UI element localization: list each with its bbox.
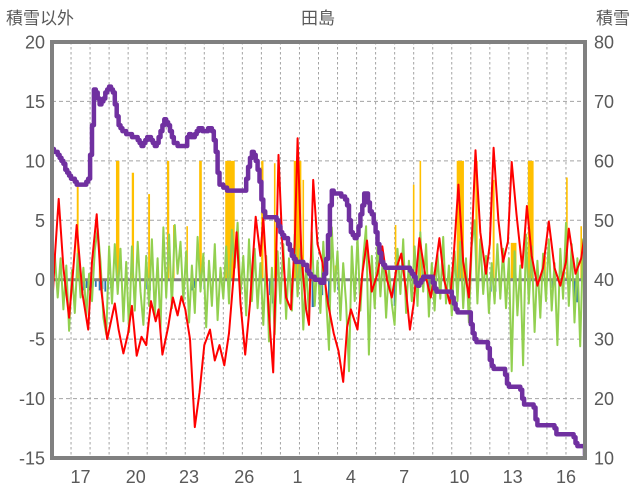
x-axis-tick-label: 16 [556, 467, 576, 487]
orange-bar [166, 160, 170, 280]
series-green-line [52, 219, 585, 373]
blue-bar [328, 279, 330, 304]
blue-bar [193, 279, 196, 289]
blue-bar [104, 279, 107, 292]
x-axis-tick-label: 4 [346, 467, 356, 487]
right-axis-tick-label: 70 [594, 92, 614, 112]
right-axis-tick-label: 80 [594, 33, 614, 53]
orange-bar [115, 160, 120, 280]
blue-bar [94, 279, 97, 287]
left-axis-tick-label: -10 [19, 389, 45, 409]
series-snow-depth [52, 84, 585, 458]
right-axis-tick-label: 60 [594, 151, 614, 171]
right-axis-tick-label: 50 [594, 211, 614, 231]
snow-depth-line [52, 84, 585, 458]
orange-bar [492, 179, 495, 280]
right-axis-tick-label: 40 [594, 270, 614, 290]
left-axis-tick-label: 15 [25, 92, 45, 112]
right-axis-tick-label: 10 [594, 449, 614, 469]
left-axis-tick-label: 10 [25, 151, 45, 171]
x-axis-tick-label: 7 [399, 467, 409, 487]
blue-bar [269, 279, 271, 296]
right-axis-title: 積雪 [596, 9, 630, 28]
right-axis-tick-label: 30 [594, 330, 614, 350]
orange-bar [293, 160, 302, 280]
left-axis-tick-label: 5 [35, 211, 45, 231]
orange-bar [475, 160, 478, 280]
x-axis-tick-label: 17 [71, 467, 91, 487]
orange-bar [131, 172, 135, 280]
left-axis-tick-label: -15 [19, 449, 45, 469]
x-axis-tick-label: 10 [449, 467, 469, 487]
series-green-line [52, 219, 585, 373]
blue-bar [85, 279, 88, 289]
blue-bar [393, 279, 396, 306]
left-axis-tick-label: 20 [25, 33, 45, 53]
x-axis-tick-label: 13 [503, 467, 523, 487]
blue-bar [311, 279, 314, 308]
left-axis-tick-label: -5 [29, 330, 45, 350]
x-axis-tick-label: 1 [293, 467, 303, 487]
blue-bar [573, 279, 576, 299]
blue-bar [98, 279, 101, 291]
right-axis-tick-label: 20 [594, 389, 614, 409]
plot-frame [50, 40, 587, 460]
orange-bar [199, 160, 202, 280]
orange-bar [544, 255, 546, 280]
left-axis-tick-label: 0 [35, 270, 45, 290]
orange-bar [527, 160, 534, 280]
x-axis-tick-label: 20 [126, 467, 146, 487]
orange-bar [412, 184, 415, 280]
blue-bar [576, 279, 579, 303]
orange-bar [148, 194, 151, 280]
series-red-line [52, 137, 585, 429]
gridlines [52, 42, 585, 458]
orange-bar [225, 160, 235, 280]
orange-bar [394, 225, 397, 280]
orange-bar [302, 179, 305, 280]
x-axis-tick-label: 23 [179, 467, 199, 487]
series-red-line [52, 137, 585, 429]
orange-bar [419, 160, 422, 280]
left-axis-title: 積雪以外 [6, 9, 74, 28]
x-axis-tick-label: 26 [234, 467, 254, 487]
